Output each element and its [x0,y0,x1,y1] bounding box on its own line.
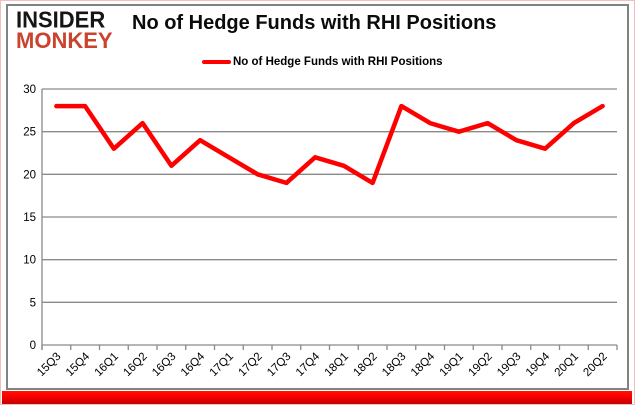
data-series-line [54,103,605,186]
x-axis-tick-label: 18Q4 [409,350,438,379]
legend-label: No of Hedge Funds with RHI Positions [233,56,443,68]
logo-line-insider: INSIDER [16,6,106,33]
x-axis-tick-label: 16Q2 [121,351,149,379]
x-axis-tick-label: 19Q3 [495,351,523,379]
x-axis-tick-label: 20Q2 [581,351,609,379]
x-axis-tick-label: 18Q3 [380,351,408,379]
x-axis-tick-label: 19Q2 [466,351,494,379]
x-axis-tick-label: 17Q1 [208,351,236,379]
y-axis-tick-label: 30 [23,84,36,96]
x-axis-tick-label: 18Q1 [323,351,351,379]
y-axis-tick-label: 15 [23,212,36,224]
y-axis-tick-label: 5 [30,297,36,309]
x-axis-tick-label: 17Q4 [294,350,323,379]
insider-monkey-logo: INSIDER MONKEY [16,6,113,54]
y-axis-tick-label: 0 [30,340,36,352]
x-axis-tick-label: 15Q3 [35,351,63,379]
x-axis-tick-label: 18Q2 [351,351,379,379]
x-axis-tick-label: 17Q2 [236,351,264,379]
y-axis-tick-label: 25 [23,127,36,139]
x-axis-tick-label: 17Q3 [265,351,293,379]
x-axis-tick-label: 16Q4 [179,350,208,379]
chart-frame [6,4,629,390]
y-axis-tick-label: 20 [23,169,36,181]
bottom-red-bar [2,391,632,404]
x-axis-tick-label: 20Q1 [553,351,581,379]
logo-line-monkey: MONKEY [16,28,113,54]
x-axis-tick-label: 16Q1 [93,351,121,379]
page-title: No of Hedge Funds with RHI Positions [132,12,497,34]
y-axis-tick-label: 10 [23,255,36,267]
x-axis-tick-label: 15Q4 [64,350,93,379]
x-axis-tick-label: 19Q4 [524,350,553,379]
x-axis-tick-label: 16Q3 [150,351,178,379]
legend-line-swatch [202,60,231,64]
legend: No of Hedge Funds with RHI Positions [202,56,443,68]
x-axis-tick-label: 19Q1 [438,351,466,379]
